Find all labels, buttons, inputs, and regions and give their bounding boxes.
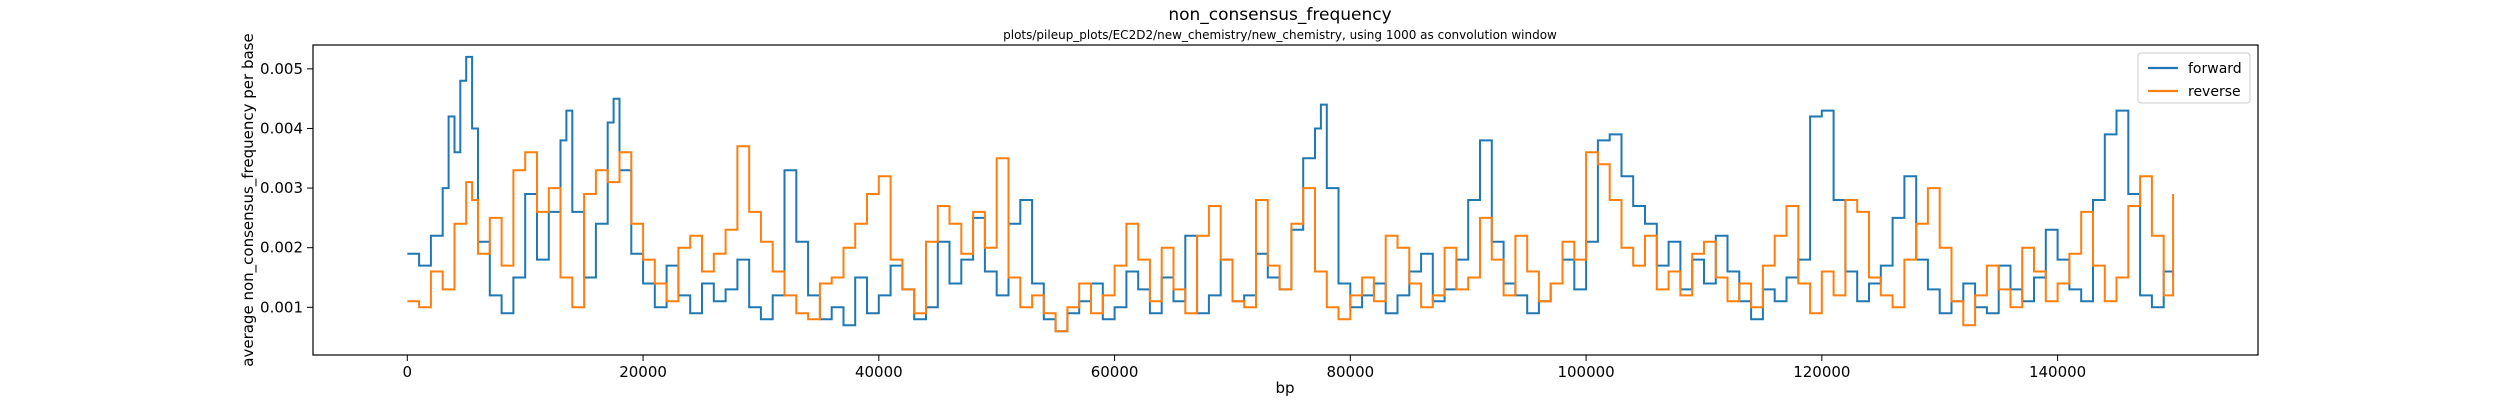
x-tick-label: 40000: [855, 363, 903, 381]
y-axis-label: average non_consensus_frequency per base: [239, 33, 258, 366]
x-tick-label: 20000: [619, 363, 667, 381]
series-layer: [407, 55, 2175, 333]
legend-reverse-label: reverse: [2188, 84, 2241, 100]
x-tick-label: 140000: [2029, 363, 2086, 381]
y-tick-label: 0.001: [260, 298, 303, 316]
x-axis: 0 20000 40000 60000 80000 100000 120000 140000: [403, 355, 2086, 381]
x-tick-label: 120000: [1793, 363, 1850, 381]
x-tick-label: 60000: [1091, 363, 1139, 381]
x-tick-label: 100000: [1557, 363, 1614, 381]
x-tick-label: 80000: [1326, 363, 1374, 381]
series-line-reverse: [407, 145, 2175, 333]
y-tick-label: 0.004: [260, 119, 303, 137]
chart-subtitle: plots/pileup_plots/EC2D2/new_chemistry/n…: [1003, 28, 1557, 42]
series-line-forward: [407, 55, 2175, 333]
chart-title: non_consensus_frequency: [1168, 5, 1391, 25]
plot-frame: [312, 44, 2259, 356]
y-axis: 0.001 0.002 0.003 0.004 0.005: [260, 60, 313, 316]
y-tick-label: 0.002: [260, 239, 303, 257]
legend: forward reverse: [2137, 52, 2251, 104]
y-tick-label: 0.005: [260, 60, 303, 78]
y-tick-label: 0.003: [260, 179, 303, 197]
x-axis-label: bp: [1275, 379, 1294, 397]
legend-forward-label: forward: [2188, 61, 2242, 77]
x-tick-label: 0: [403, 363, 413, 381]
